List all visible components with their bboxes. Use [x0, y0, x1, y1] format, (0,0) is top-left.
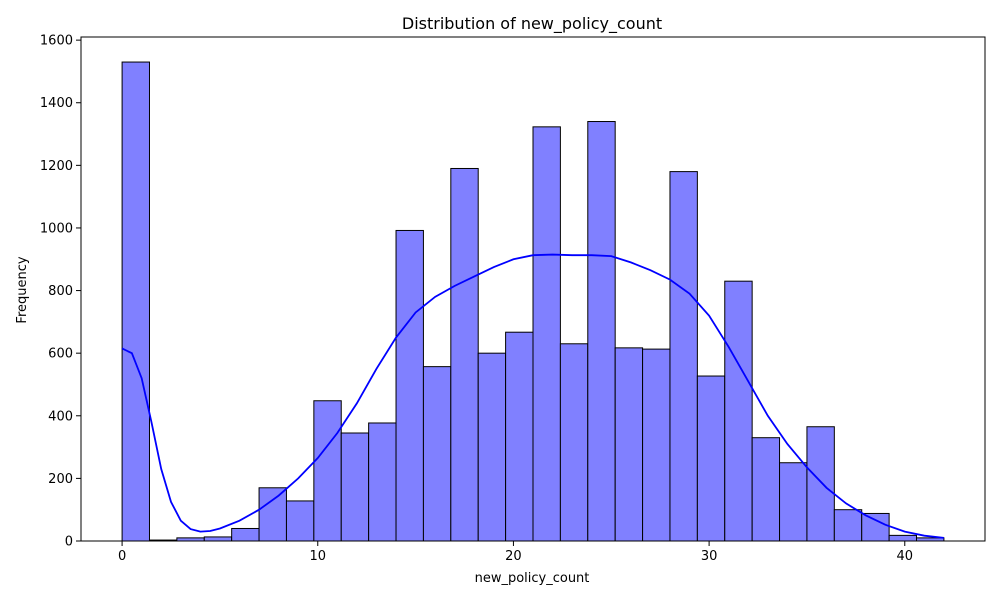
y-tick-label: 1000 [40, 221, 73, 236]
histogram-bar [285, 500, 315, 542]
y-tick-label: 800 [48, 284, 73, 299]
histogram-bar [477, 352, 507, 542]
y-axis-ticks: 0 200 400 600 800 1000 1200 1400 1600 [40, 34, 81, 550]
y-tick-label: 600 [48, 347, 73, 362]
y-tick-label: 400 [48, 409, 73, 424]
histogram-bar [395, 229, 424, 542]
histogram-bar [779, 462, 808, 542]
y-tick-label: 1200 [40, 159, 73, 174]
histogram-bar [833, 509, 863, 542]
x-tick-label: 0 [118, 549, 126, 564]
histogram-bar [559, 343, 589, 542]
histogram-bar [861, 512, 890, 542]
y-tick-label: 0 [65, 535, 73, 550]
histogram-bar [669, 171, 698, 542]
histogram-bar [696, 375, 726, 542]
histogram-bar [231, 527, 260, 542]
x-axis-label: new_policy_count [475, 571, 590, 586]
histogram-bar [313, 400, 342, 542]
histogram-bar [614, 347, 644, 542]
histogram-bar [532, 126, 561, 542]
x-tick-label: 40 [897, 549, 914, 564]
histogram-bar [888, 534, 918, 542]
histogram-bar [751, 437, 781, 542]
x-tick-label: 10 [309, 549, 326, 564]
y-tick-label: 1400 [40, 96, 73, 111]
histogram-bar [121, 61, 150, 542]
y-tick-label: 1600 [40, 34, 73, 49]
histogram-bar [340, 432, 370, 542]
histogram-bar [587, 121, 616, 542]
histogram-bar [450, 167, 479, 542]
x-tick-label: 30 [701, 549, 718, 564]
histogram-bar [806, 426, 835, 542]
histogram-bar [258, 487, 287, 542]
histogram-bar [203, 536, 233, 542]
plot-frame [80, 36, 986, 542]
x-tick-label: 20 [505, 549, 522, 564]
bars-group [121, 61, 945, 542]
x-axis-ticks: 0 10 20 30 40 [118, 541, 913, 564]
histogram-bar [724, 280, 753, 542]
kde-curve [121, 253, 945, 539]
histogram-bar [505, 331, 534, 542]
y-tick-label: 200 [48, 472, 73, 487]
histogram-bar [642, 348, 671, 542]
y-axis-label: Frequency [15, 256, 30, 323]
chart-title: Distribution of new_policy_count [402, 14, 662, 34]
histogram-bar [368, 422, 397, 542]
histogram-bar [422, 366, 452, 542]
